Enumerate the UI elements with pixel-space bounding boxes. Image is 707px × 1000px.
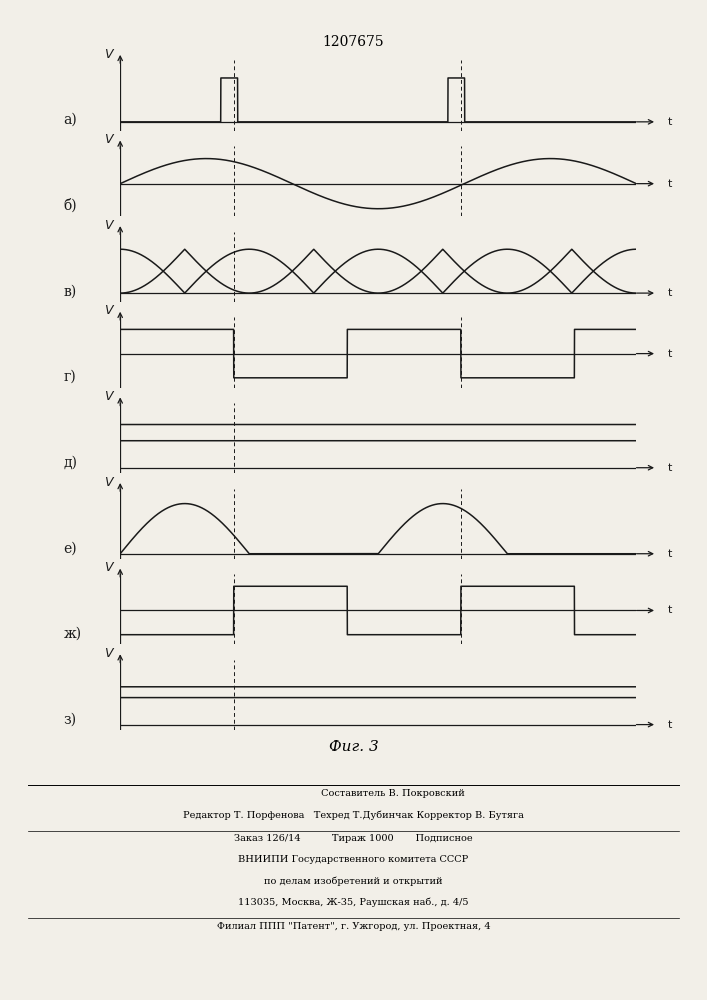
Text: д): д) <box>64 456 78 470</box>
Text: t: t <box>667 720 672 730</box>
Text: V: V <box>104 390 112 403</box>
Text: t: t <box>667 349 672 359</box>
Text: V: V <box>104 48 112 61</box>
Text: Заказ 126/14          Тираж 1000       Подписное: Заказ 126/14 Тираж 1000 Подписное <box>234 834 473 843</box>
Text: t: t <box>667 288 672 298</box>
Text: t: t <box>667 117 672 127</box>
Text: t: t <box>667 463 672 473</box>
Text: е): е) <box>64 541 77 555</box>
Text: з): з) <box>64 712 76 726</box>
Text: 1207675: 1207675 <box>322 35 385 49</box>
Text: Филиал ППП "Патент", г. Ужгород, ул. Проектная, 4: Филиал ППП "Патент", г. Ужгород, ул. Про… <box>216 922 491 931</box>
Text: Составитель В. Покровский: Составитель В. Покровский <box>243 789 464 798</box>
Text: а): а) <box>64 113 77 127</box>
Text: V: V <box>104 476 112 489</box>
Text: t: t <box>667 605 672 615</box>
Text: V: V <box>104 219 112 232</box>
Text: t: t <box>667 549 672 559</box>
Text: по делам изобретений и открытий: по делам изобретений и открытий <box>264 876 443 886</box>
Text: Фиг. 3: Фиг. 3 <box>329 740 378 754</box>
Text: Редактор Т. Порфенова   Техред Т.Дубинчак Корректор В. Бутяга: Редактор Т. Порфенова Техред Т.Дубинчак … <box>183 810 524 820</box>
Text: t: t <box>667 179 672 189</box>
Text: V: V <box>104 304 112 317</box>
Text: 113035, Москва, Ж-35, Раушская наб., д. 4/5: 113035, Москва, Ж-35, Раушская наб., д. … <box>238 897 469 907</box>
Text: б): б) <box>64 198 77 213</box>
Text: ВНИИПИ Государственного комитета СССР: ВНИИПИ Государственного комитета СССР <box>238 855 469 864</box>
Text: V: V <box>104 561 112 574</box>
Text: г): г) <box>64 370 76 384</box>
Text: ж): ж) <box>64 627 81 641</box>
Text: V: V <box>104 647 112 660</box>
Text: в): в) <box>64 284 76 298</box>
Text: V: V <box>104 133 112 146</box>
